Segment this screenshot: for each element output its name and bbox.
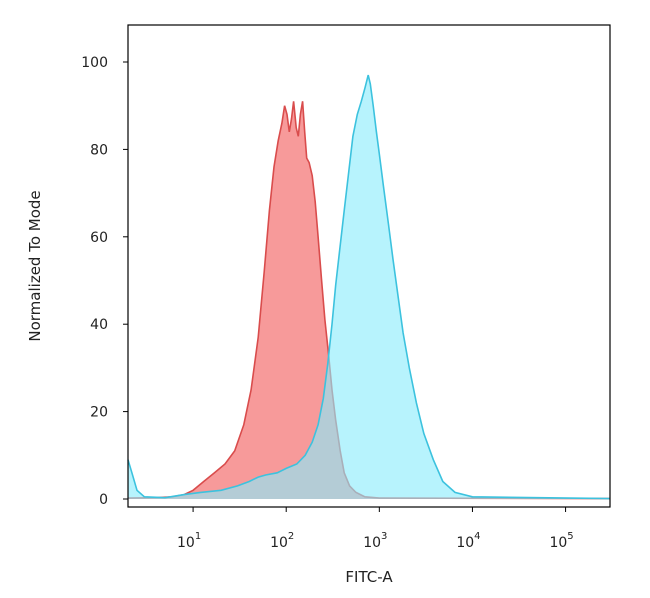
y-tick-label: 0 bbox=[99, 492, 108, 508]
series-layer bbox=[127, 74, 611, 500]
x-tick-label: 102 bbox=[270, 531, 294, 551]
y-tick-label: 40 bbox=[90, 317, 108, 333]
y-tick-label: 60 bbox=[90, 230, 108, 246]
x-tick-label: 101 bbox=[177, 531, 201, 551]
y-tick-label: 20 bbox=[90, 405, 108, 421]
x-tick-label: 104 bbox=[456, 531, 480, 551]
series-2-area bbox=[128, 75, 610, 499]
y-tick-label: 80 bbox=[90, 142, 108, 158]
x-axis-label: FITC-A bbox=[345, 568, 393, 586]
series-2-line bbox=[127, 74, 611, 500]
y-axis-ticks: 0 20 40 60 80 100 bbox=[81, 55, 128, 508]
y-axis-label: Normalized To Mode bbox=[26, 190, 44, 341]
x-tick-label: 103 bbox=[363, 531, 387, 551]
plot-frame bbox=[127, 24, 611, 508]
x-tick-label: 105 bbox=[549, 531, 573, 551]
y-tick-label: 100 bbox=[81, 55, 108, 71]
x-axis-ticks: 101 102 103 104 105 bbox=[177, 507, 574, 551]
